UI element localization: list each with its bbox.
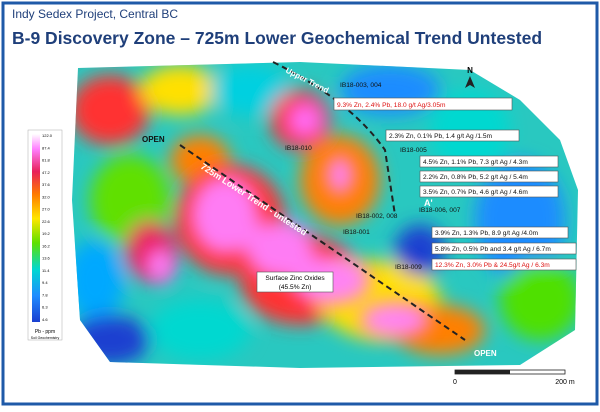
legend-tick-label: 22.6: [42, 219, 51, 224]
legend-tick-label: 47.2: [42, 170, 51, 175]
intercept: 2.3% Zn, 0.1% Pb, 1.4 g/t Ag /1.5m: [389, 133, 493, 140]
legend-tick-label: 32.0: [42, 194, 51, 199]
title: B-9 Discovery Zone – 725m Lower Geochemi…: [12, 28, 542, 48]
open-label: OPEN: [474, 349, 497, 358]
legend-tick-label: 9.4: [42, 280, 48, 285]
north-label: N: [467, 66, 473, 75]
intercept: 12.3% Zn, 3.0% Pb & 24.5g/t Ag / 6.3m: [435, 262, 550, 269]
intercept: 2.2% Zn, 0.8% Pb, 5.2 g/t Ag / 5.4m: [423, 174, 528, 181]
drillhole: IB18-006, 007: [419, 207, 461, 214]
legend-tick-label: 87.4: [42, 145, 51, 150]
legend-tick-label: 7.8: [42, 292, 48, 297]
legend-tick-label: 27.0: [42, 207, 51, 212]
drillhole: IB18-005: [400, 147, 427, 154]
intercept: 5.8% Zn, 0.5% Pb and 3.4 g/t Ag / 6.7m: [435, 246, 551, 253]
lower-trend-line: [179, 144, 466, 341]
section-label: A': [424, 198, 433, 208]
intercept: 4.5% Zn, 1.1% Pb, 7.3 g/t Ag / 4.3m: [423, 159, 528, 166]
legend-tick-label: 19.2: [42, 231, 51, 236]
frame: [1, 1, 599, 406]
north-arrow: N: [465, 66, 475, 88]
legend-subtitle: Soil Geochemistry: [31, 336, 60, 340]
scale-end: 200 m: [555, 379, 575, 386]
drillhole: IB18-010: [285, 145, 312, 152]
drillhole-labels: IB18-003, 004 IB18-010 IB18-005 IB18-006…: [285, 82, 461, 271]
legend: Pb - ppm Soil Geochemistry 122.0 87.4 61.8…: [27, 129, 63, 341]
intercept: 3.9% Zn, 1.3% Pb, 8.9 g/t Ag /4.0m: [435, 230, 539, 237]
scale-bar: 0 200 m: [453, 369, 575, 386]
legend-tick-label: 11.4: [42, 268, 50, 273]
legend-tick-label: 16.2: [42, 243, 51, 248]
open-label: OPEN: [142, 135, 165, 144]
intercept: 9.3% Zn, 2.4% Pb, 18.0 g/t Ag/3.05m: [337, 102, 446, 109]
legend-tick-label: 13.6: [42, 256, 51, 261]
legend-tick-label: 61.8: [42, 158, 51, 163]
legend-tick-label: 122.0: [42, 133, 53, 138]
drillhole: IB18-009: [395, 264, 422, 271]
scale-start: 0: [453, 379, 457, 386]
drillhole: IB18-003, 004: [340, 82, 382, 89]
oxides-value: (45.5% Zn): [279, 284, 312, 291]
legend-title: Pb - ppm: [35, 329, 55, 335]
oxides-box: [256, 271, 334, 293]
legend-tick-label: 6.3: [42, 305, 48, 310]
drillhole: IB18-002, 008: [356, 213, 398, 220]
intercept: 3.5% Zn, 0.7% Pb, 4.6 g/t Ag / 4.6m: [423, 189, 528, 196]
intercepts: 9.3% Zn, 2.4% Pb, 18.0 g/t Ag/3.05m 2.3%…: [333, 97, 577, 271]
oxides-label: Surface Zinc Oxides: [265, 275, 325, 282]
legend-tick-label: 4.6: [42, 317, 48, 322]
drillhole: IB18-001: [343, 229, 370, 236]
legend-tick-label: 37.6: [42, 182, 51, 187]
project: Indy Sedex Project, Central BC: [12, 7, 178, 21]
